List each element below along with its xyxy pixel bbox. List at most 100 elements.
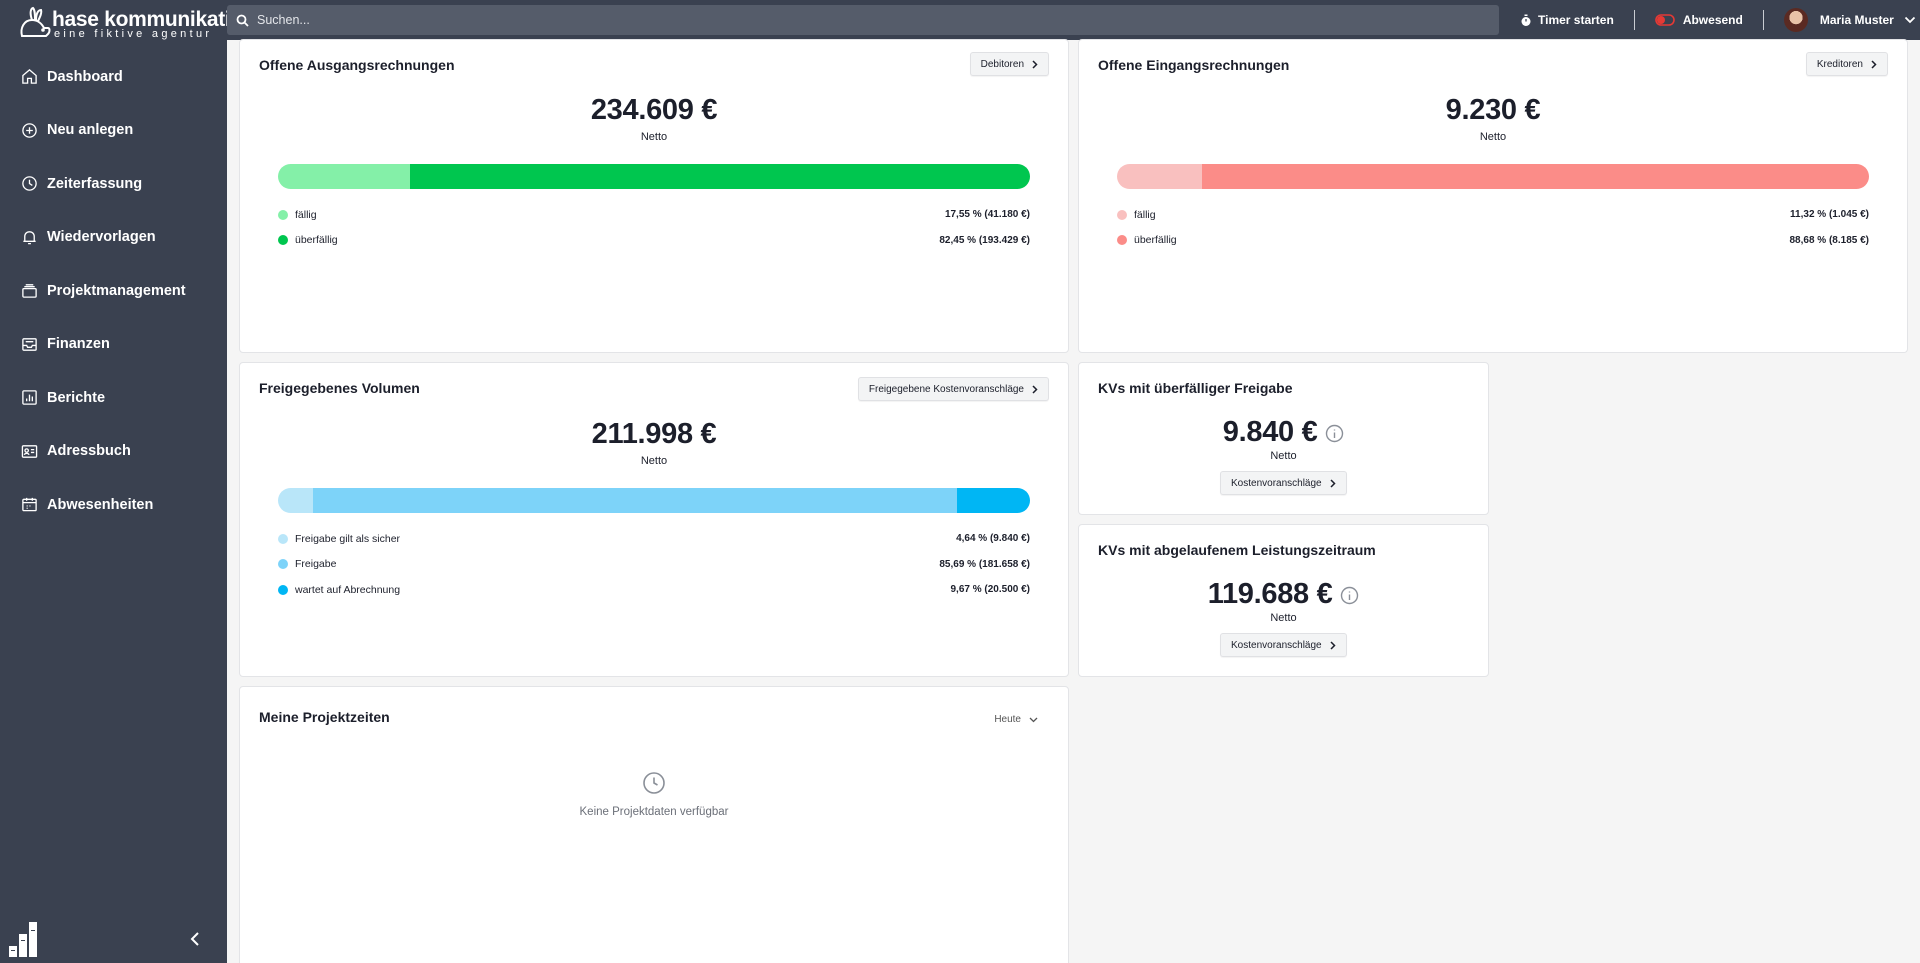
card-title: Offene Ausgangsrechnungen	[259, 57, 455, 73]
legend-row: Freigabe 85,69 % (181.658 €)	[278, 552, 1030, 578]
legend-value: 9,67 % (20.500 €)	[950, 584, 1031, 596]
sidebar-item-abwesenheiten[interactable]: Abwesenheiten	[0, 478, 227, 532]
legend-row: Freigabe gilt als sicher 4,64 % (9.840 €…	[278, 526, 1030, 552]
value-sub: Netto	[1270, 450, 1297, 462]
legend: fällig 11,32 % (1.045 €) überfällig 88,6…	[1117, 202, 1869, 253]
progress-bar	[278, 164, 1030, 189]
legend-label: fällig	[295, 208, 317, 221]
progress-bar	[1117, 164, 1869, 189]
sidebar-item-label: Berichte	[47, 389, 106, 406]
timer-start-button[interactable]: Timer starten	[1520, 13, 1614, 27]
legend-label: Freigabe	[295, 558, 337, 571]
sidebar-nav: Dashboard Neu anlegen Zeiterfassung Wied…	[0, 50, 227, 532]
bar-segment-sicher	[278, 488, 313, 513]
total-value-row: 119.688 €	[1079, 578, 1488, 611]
total-value: 119.688 €	[1207, 578, 1333, 610]
chevron-right-icon	[1032, 384, 1038, 394]
kostenvoranschlaege-button[interactable]: Kostenvoranschläge	[1220, 471, 1347, 495]
legend-dot	[278, 584, 288, 595]
legend-label: fällig	[1134, 208, 1156, 221]
button-label: Freigegebene Kostenvoranschläge	[868, 383, 1024, 395]
card-title: KVs mit überfälliger Freigabe	[1098, 380, 1293, 396]
absence-label: Abwesend	[1682, 13, 1743, 27]
card-title: Offene Eingangsrechnungen	[1098, 57, 1290, 73]
value-sub: Netto	[640, 131, 668, 143]
progress-bar	[278, 488, 1030, 513]
card-kv-leistungszeitraum: KVs mit abgelaufenem Leistungszeitraum 1…	[1078, 524, 1489, 677]
plus-circle-icon	[20, 121, 38, 139]
bar-segment-ueberfaellig	[409, 164, 1030, 189]
sidebar-item-wiedervorlagen[interactable]: Wiedervorlagen	[0, 211, 227, 265]
info-icon[interactable]	[1325, 424, 1344, 443]
chevron-down-icon	[1904, 16, 1915, 24]
brand-name: hase kommunikation	[52, 8, 256, 31]
chevron-down-icon	[1029, 717, 1038, 722]
card-title: Freigegebenes Volumen	[259, 380, 420, 396]
value-sub: Netto	[640, 455, 668, 467]
button-label: Kostenvoranschläge	[1231, 639, 1322, 651]
legend-row: überfällig 82,45 % (193.429 €)	[278, 228, 1030, 254]
sidebar-item-projektmanagement[interactable]: Projektmanagement	[0, 264, 227, 318]
value-sub: Netto	[1479, 131, 1507, 143]
info-icon[interactable]	[1340, 586, 1359, 605]
chevron-right-icon	[1032, 59, 1038, 69]
legend-row: fällig 11,32 % (1.045 €)	[1117, 202, 1869, 228]
user-menu[interactable]: Maria Muster	[1783, 8, 1916, 32]
timer-label: Timer starten	[1538, 13, 1614, 27]
sidebar-item-label: Wiedervorlagen	[47, 229, 156, 246]
sidebar-item-zeiterfassung[interactable]: Zeiterfassung	[0, 157, 227, 211]
divider	[1762, 10, 1764, 30]
vendor-logo-icon	[9, 922, 37, 957]
brand-logo[interactable]: hase kommunikation eine fiktive agentur	[18, 4, 256, 40]
legend-value: 11,32 % (1.045 €)	[1790, 209, 1869, 221]
kostenvoranschlaege-button[interactable]: Kostenvoranschläge	[1220, 633, 1347, 657]
sidebar-item-dashboard[interactable]: Dashboard	[0, 50, 227, 104]
rabbit-logo-icon	[20, 6, 51, 37]
kreditoren-button[interactable]: Kreditoren	[1805, 52, 1888, 76]
calendar-icon	[20, 496, 38, 514]
search-icon	[236, 14, 249, 27]
stopwatch-icon	[1521, 14, 1531, 26]
search-input[interactable]	[257, 13, 1457, 27]
debitoren-button[interactable]: Debitoren	[969, 52, 1049, 76]
total-value-row: 9.840 €	[1079, 416, 1488, 449]
legend-dot	[278, 235, 288, 246]
chevron-left-icon	[190, 932, 199, 946]
card-projektzeiten: Meine Projektzeiten Heute Keine Projektd…	[239, 686, 1069, 963]
legend-row: überfällig 88,68 % (8.185 €)	[1117, 228, 1869, 254]
card-title: Meine Projektzeiten	[259, 709, 390, 725]
legend-dot	[1117, 209, 1127, 220]
sidebar-item-adressbuch[interactable]: Adressbuch	[0, 425, 227, 479]
clock-icon	[643, 772, 665, 794]
button-label: Debitoren	[980, 58, 1024, 70]
legend-dot	[278, 533, 288, 544]
card-kv-ueberfaellige-freigabe: KVs mit überfälliger Freigabe 9.840 € Ne…	[1078, 362, 1489, 515]
total-value: 9.230 €	[1445, 94, 1541, 126]
bar-segment-faellig	[278, 164, 410, 189]
collapse-sidebar-button[interactable]	[184, 928, 206, 950]
user-name: Maria Muster	[1819, 13, 1894, 27]
legend-label: Freigabe gilt als sicher	[295, 532, 401, 545]
chevron-right-icon	[1330, 478, 1336, 488]
card-title: KVs mit abgelaufenem Leistungszeitraum	[1098, 542, 1376, 558]
chart-icon	[20, 389, 38, 407]
absence-toggle[interactable]: Abwesend	[1655, 13, 1743, 27]
dropdown-value: Heute	[994, 714, 1021, 725]
address-card-icon	[20, 442, 38, 460]
brand-tagline: eine fiktive agentur	[54, 28, 213, 40]
top-actions: Timer starten Abwesend Maria Muster	[1520, 0, 1916, 40]
bar-segment-faellig	[1117, 164, 1203, 189]
search-bar[interactable]	[227, 5, 1499, 35]
button-label: Kostenvoranschläge	[1231, 477, 1322, 489]
sidebar-item-label: Finanzen	[47, 336, 110, 353]
sidebar-item-neu-anlegen[interactable]: Neu anlegen	[0, 104, 227, 158]
card-freigegebenes-volumen: Freigegebenes Volumen Freigegebene Koste…	[239, 362, 1069, 677]
sidebar-item-label: Projektmanagement	[47, 282, 186, 299]
sidebar-item-berichte[interactable]: Berichte	[0, 371, 227, 425]
freigegebene-kv-button[interactable]: Freigegebene Kostenvoranschläge	[857, 377, 1049, 401]
sidebar-item-finanzen[interactable]: Finanzen	[0, 318, 227, 372]
home-icon	[20, 68, 38, 86]
period-dropdown[interactable]: Heute	[994, 714, 1038, 725]
card-ausgangsrechnungen: Offene Ausgangsrechnungen Debitoren 234.…	[239, 39, 1069, 353]
legend-value: 4,64 % (9.840 €)	[956, 533, 1030, 545]
